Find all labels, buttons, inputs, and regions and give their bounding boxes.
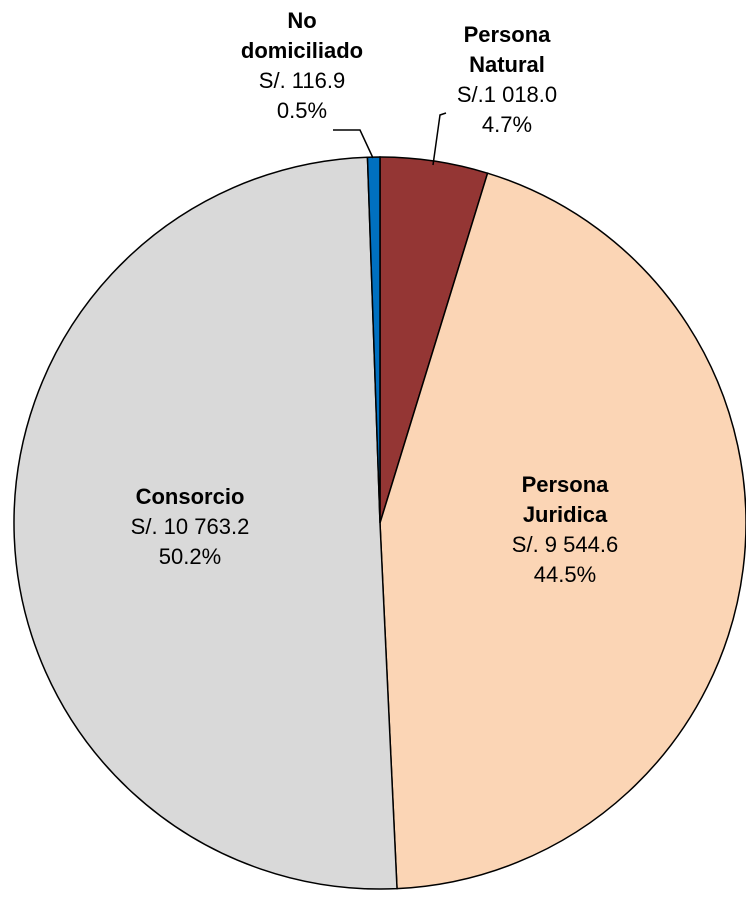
slice-label: Persona Juridica S/. 9 544.6 44.5%	[490, 470, 640, 590]
slice-label: Persona Natural S/.1 018.0 4.7%	[432, 20, 582, 140]
pie-slice	[366, 156, 381, 524]
pie-slice	[379, 172, 746, 890]
leader-line	[333, 129, 374, 159]
category-name: No domiciliado	[240, 8, 364, 63]
percentage-label: 0.5%	[276, 98, 328, 123]
amount-label: S/.1 018.0	[456, 82, 558, 107]
amount-label: S/. 116.9	[258, 68, 346, 93]
pie-slice	[13, 156, 398, 890]
slice-label: Consorcio S/. 10 763.2 50.2%	[115, 482, 265, 572]
category-name: Persona Natural	[463, 22, 551, 77]
amount-label: S/. 9 544.6	[511, 532, 619, 557]
percentage-label: 4.7%	[481, 112, 533, 137]
amount-label: S/. 10 763.2	[130, 514, 250, 539]
category-name: Consorcio	[135, 484, 245, 509]
percentage-label: 44.5%	[533, 562, 597, 587]
category-name: Persona Juridica	[521, 472, 609, 527]
percentage-label: 50.2%	[158, 544, 222, 569]
leader-line	[432, 112, 447, 166]
slice-label: No domiciliado S/. 116.9 0.5%	[227, 6, 377, 126]
